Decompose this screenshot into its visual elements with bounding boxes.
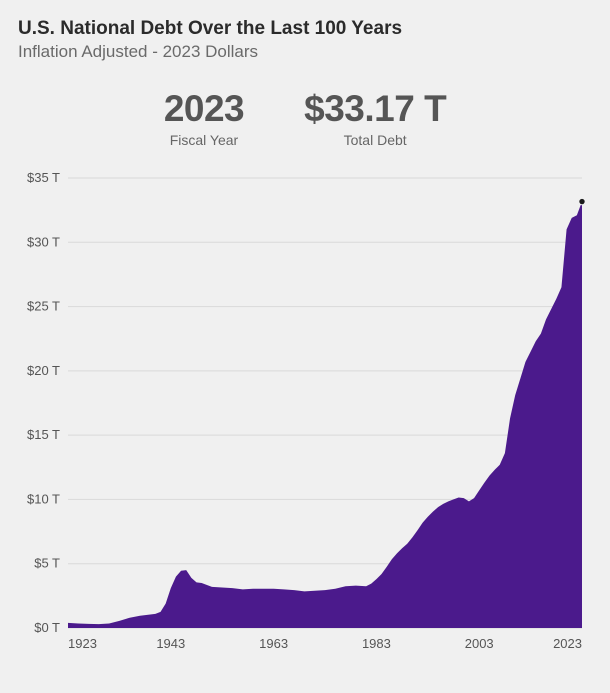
- x-tick-label: 2023: [553, 636, 582, 651]
- area-chart: $0 T $5 T $10 T $15 T $20 T $25 T $30 T $35 T 19…: [18, 166, 592, 656]
- y-tick-label: $10 T: [27, 491, 60, 506]
- chart-subtitle: Inflation Adjusted - 2023 Dollars: [18, 42, 592, 62]
- y-tick-label: $0 T: [34, 620, 60, 635]
- y-tick-label: $30 T: [27, 234, 60, 249]
- stat-debt-value: $33.17 T: [304, 88, 446, 130]
- y-tick-label: $5 T: [34, 556, 60, 571]
- current-point-marker: [579, 198, 585, 204]
- y-tick-label: $25 T: [27, 299, 60, 314]
- stat-fiscal-year: 2023 Fiscal Year: [164, 88, 244, 148]
- x-tick-label: 2003: [465, 636, 494, 651]
- y-tick-label: $35 T: [27, 170, 60, 185]
- x-axis: 1923 1943 1963 1983 2003 2023: [68, 636, 582, 651]
- y-tick-label: $20 T: [27, 363, 60, 378]
- stat-debt-label: Total Debt: [304, 132, 446, 148]
- stat-year-label: Fiscal Year: [164, 132, 244, 148]
- y-axis: $0 T $5 T $10 T $15 T $20 T $25 T $30 T $35 T: [27, 170, 60, 635]
- y-tick-label: $15 T: [27, 427, 60, 442]
- stat-year-value: 2023: [164, 88, 244, 130]
- chart-svg: $0 T $5 T $10 T $15 T $20 T $25 T $30 T $35 T 19…: [18, 166, 592, 656]
- chart-title: U.S. National Debt Over the Last 100 Yea…: [18, 18, 592, 40]
- x-tick-label: 1983: [362, 636, 391, 651]
- x-tick-label: 1943: [156, 636, 185, 651]
- stats-row: 2023 Fiscal Year $33.17 T Total Debt: [18, 88, 592, 148]
- x-tick-label: 1923: [68, 636, 97, 651]
- x-tick-label: 1963: [259, 636, 288, 651]
- stat-total-debt: $33.17 T Total Debt: [304, 88, 446, 148]
